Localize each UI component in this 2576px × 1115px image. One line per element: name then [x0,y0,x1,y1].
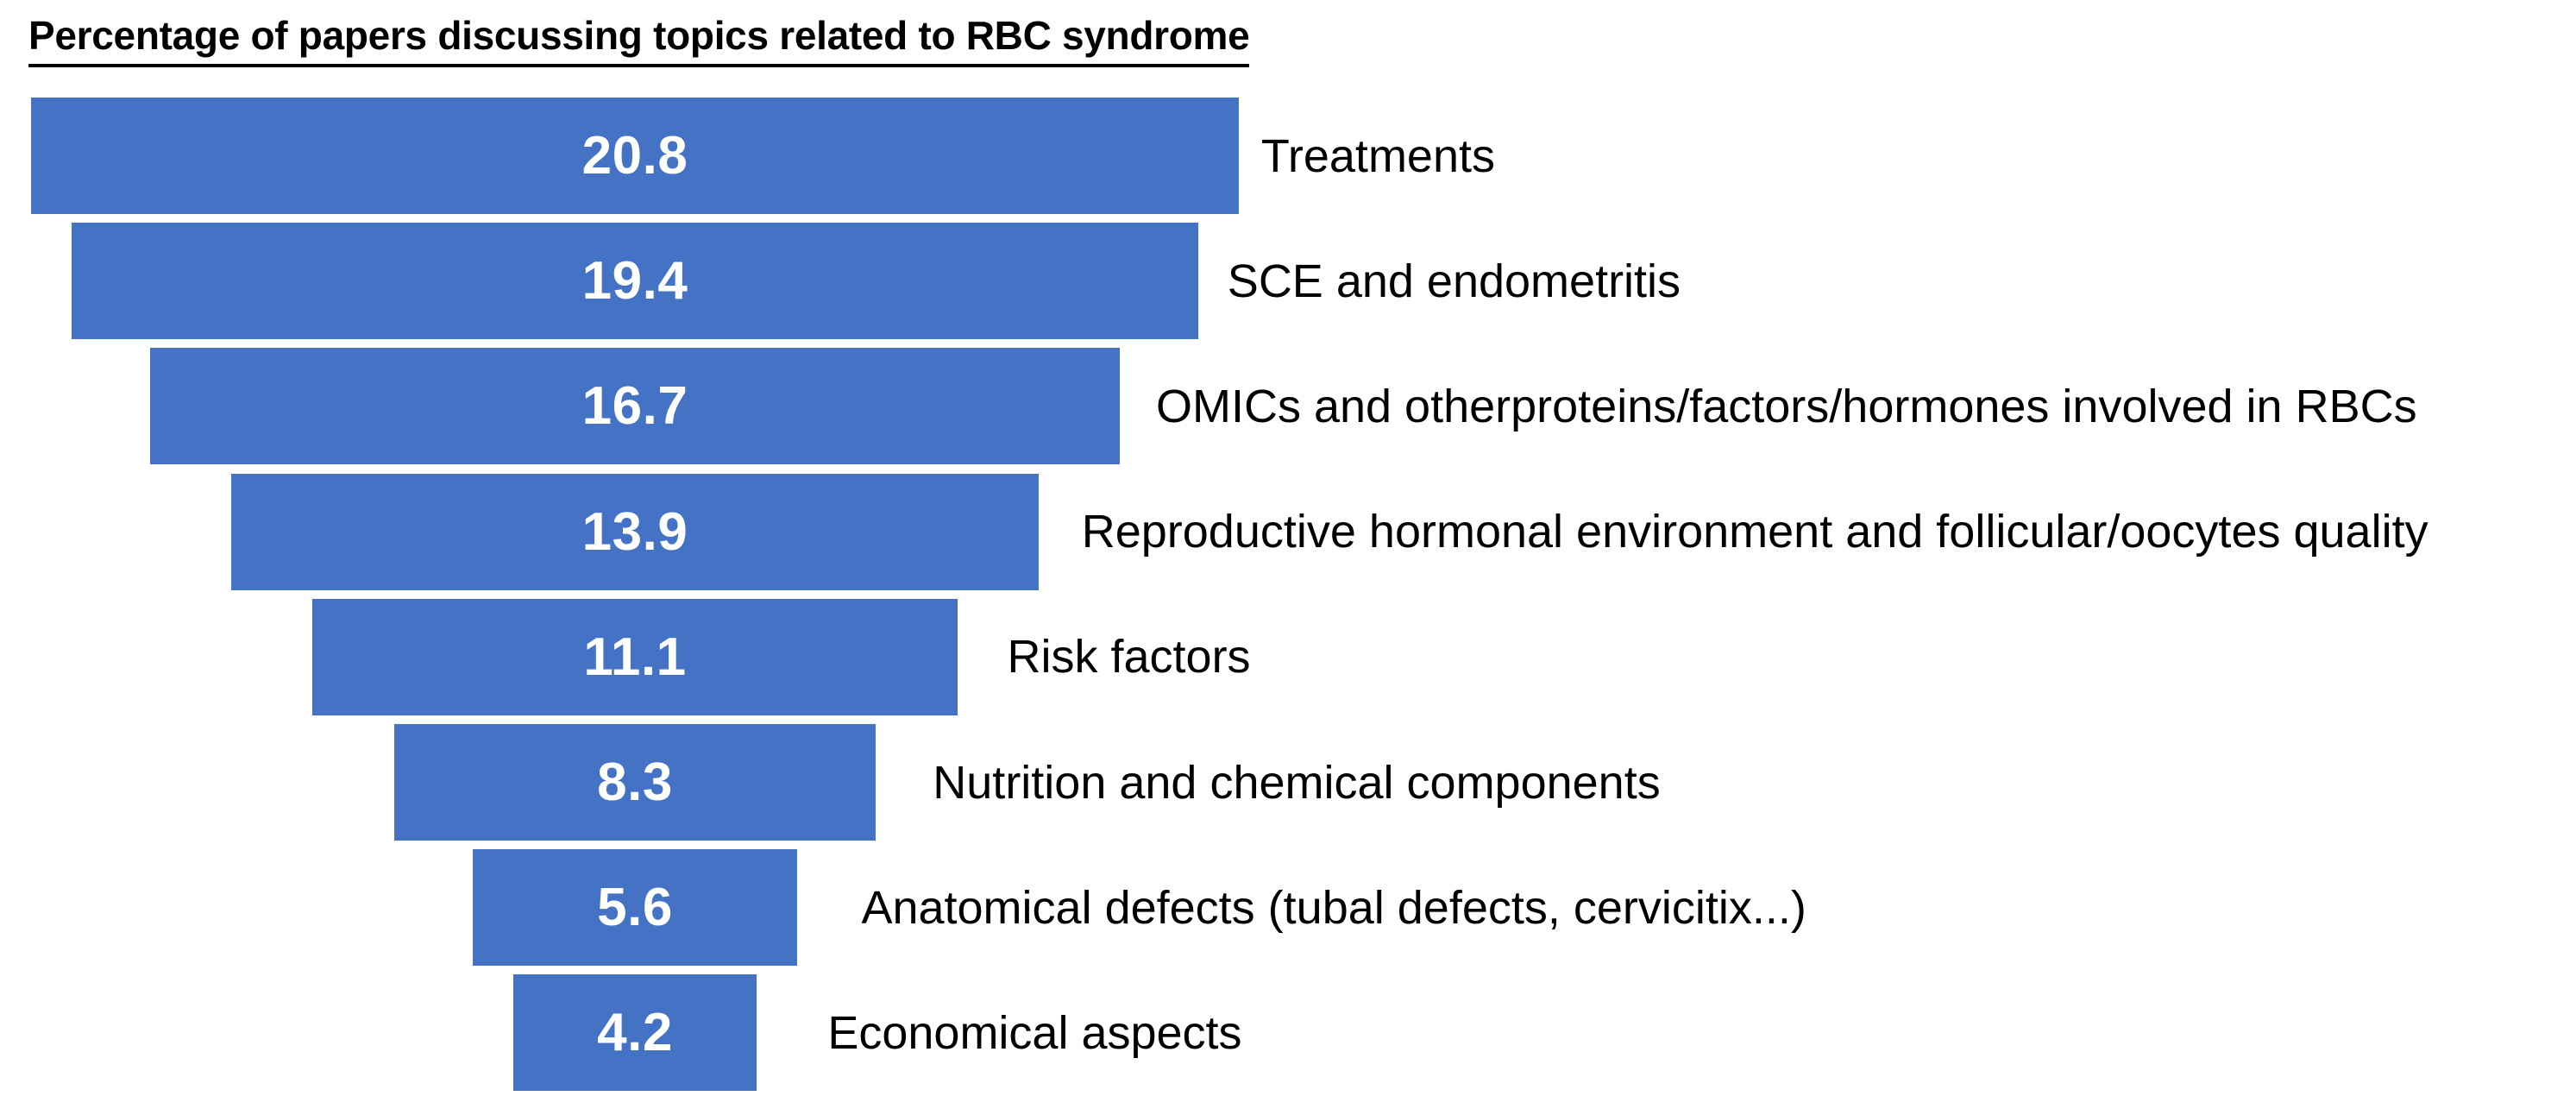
funnel-bar: 20.8 [31,98,1239,214]
bar-value-label: 8.3 [597,753,673,812]
funnel-bar: 8.3 [393,724,876,841]
bar-category-label: Nutrition and chemical components [933,756,1661,809]
funnel-row: 16.7 OMICs and otherproteins/factors/horm… [0,348,2576,465]
bar-value-label: 20.8 [581,126,688,186]
funnel-row: 13.9 Reproductive hormonal environment an… [0,473,2576,590]
funnel-bar: 13.9 [231,473,1039,590]
bar-value-label: 5.6 [597,878,673,938]
bar-value-label: 13.9 [581,501,688,562]
funnel-bar: 11.1 [312,598,958,715]
bar-category-label: Anatomical defects (tubal defects, cervi… [861,881,1806,934]
bar-value-label: 16.7 [581,376,688,437]
funnel-bar: 4.2 [512,974,757,1092]
bar-value-label: 11.1 [583,627,687,687]
funnel-row: 5.6 Anatomical defects (tubal defects, ce… [0,849,2576,967]
bar-category-label: Treatments [1260,129,1495,182]
bar-category-label: Reproductive hormonal environment and fo… [1081,506,2428,558]
funnel-row: 11.1 Risk factors [0,598,2576,715]
funnel-bar: 5.6 [472,849,798,967]
bar-value-label: 19.4 [581,251,688,312]
bar-category-label: Risk factors [1007,631,1251,683]
bar-category-label: SCE and endometritis [1227,255,1681,307]
funnel-bar: 16.7 [150,348,1120,465]
chart-title: Percentage of papers discussing topics r… [28,14,1250,67]
funnel-bar: 19.4 [72,223,1198,340]
funnel-row: 4.2 Economical aspects [0,974,2576,1092]
funnel-row: 19.4 SCE and endometritis [0,223,2576,340]
bar-category-label: OMICs and otherproteins/factors/hormones… [1155,380,2417,432]
funnel-row: 20.8 Treatments [0,98,2576,214]
bar-category-label: Economical aspects [827,1006,1242,1059]
bar-value-label: 4.2 [597,1003,673,1063]
funnel-row: 8.3 Nutrition and chemical components [0,724,2576,841]
